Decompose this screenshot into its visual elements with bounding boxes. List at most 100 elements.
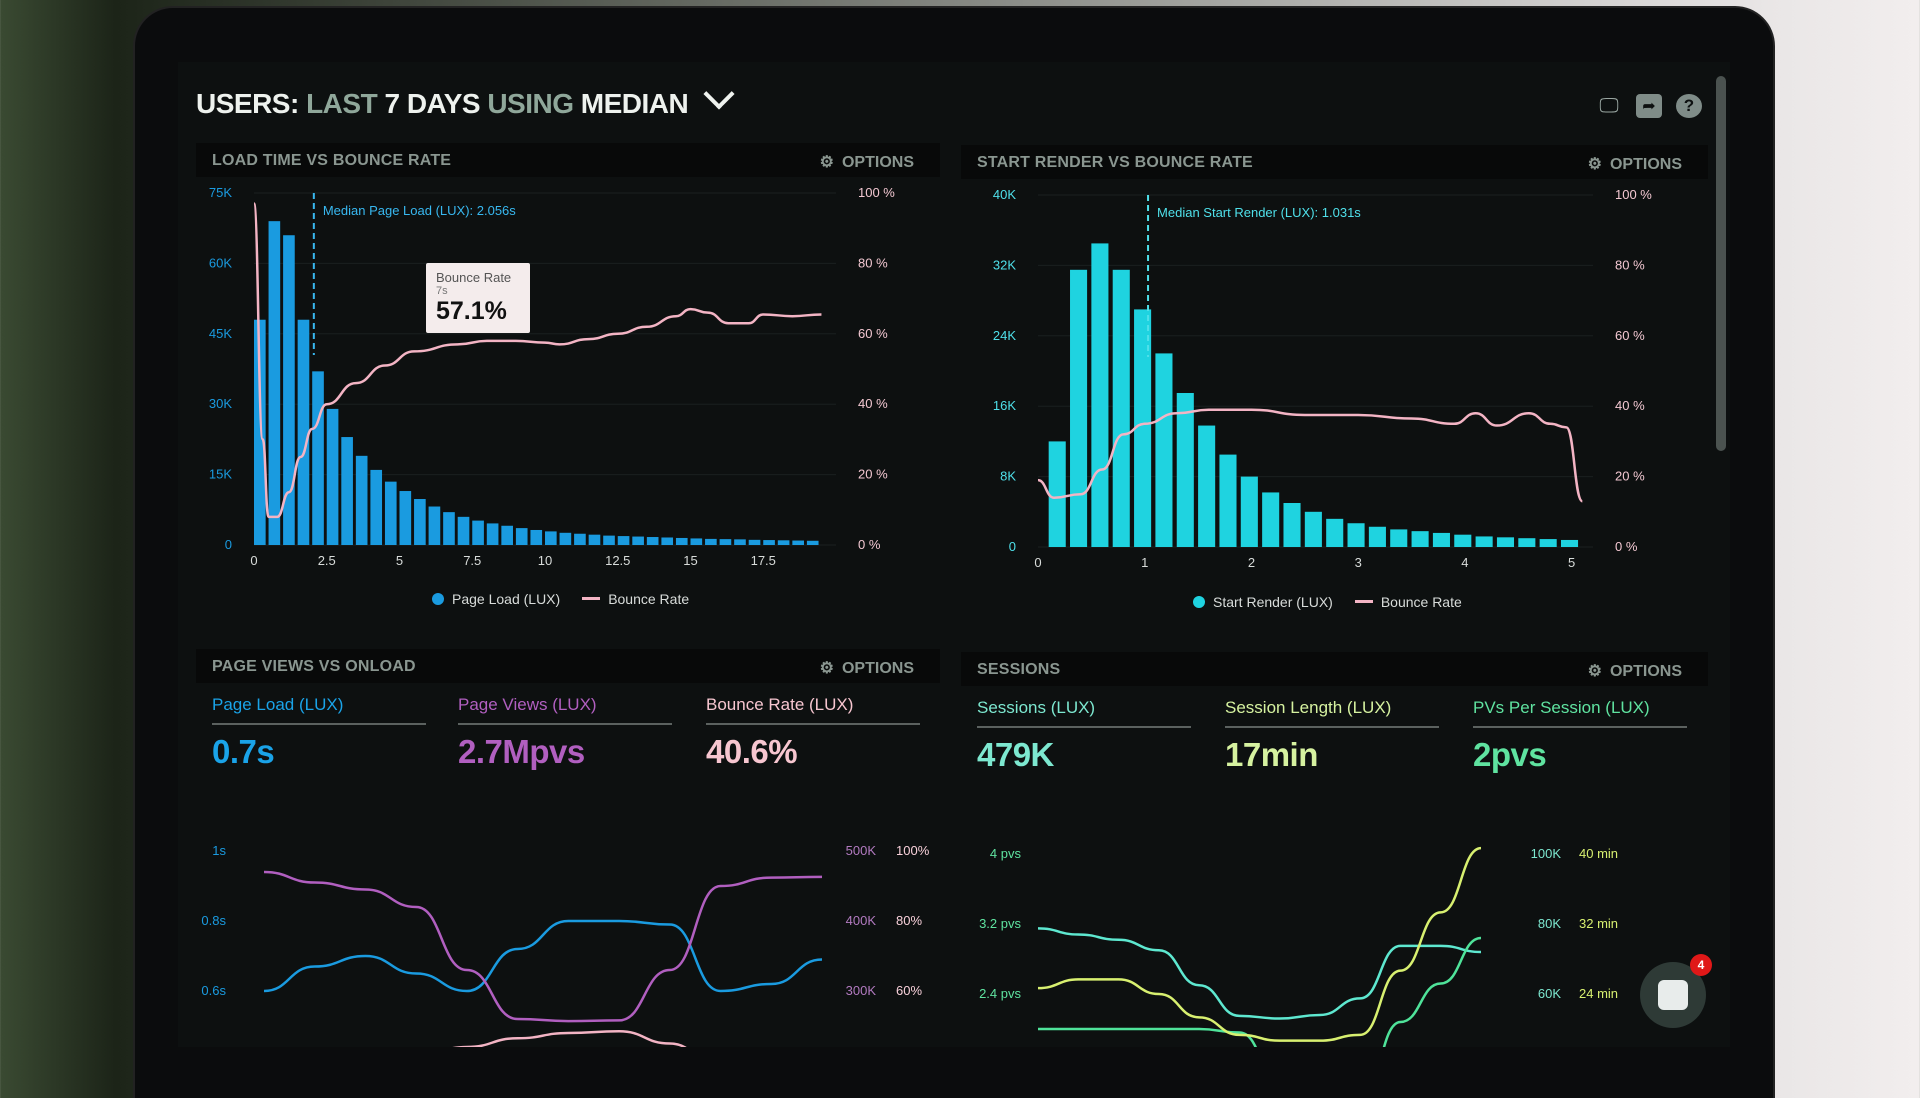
histogram-bar — [1454, 534, 1472, 547]
chart-load-time: 0 15K 30K 45K 60K 75K 0 % 20 % 40 % 60 % 80 % 100 %… — [209, 185, 895, 568]
y-tick-label: 60K — [209, 255, 232, 270]
share-icon[interactable]: ➦ — [1636, 94, 1662, 118]
metric-value: 40.6% — [706, 733, 798, 770]
histogram-bar — [472, 520, 484, 545]
histogram-bar — [384, 481, 397, 545]
histogram-bar — [1048, 441, 1066, 547]
histogram-bar — [283, 235, 295, 546]
legend-item-start-render[interactable]: Start Render (LUX) — [1193, 594, 1333, 610]
histogram-bar — [399, 491, 412, 545]
y2-tick-label: 0 % — [1615, 539, 1638, 554]
y2-tick-label: 100 % — [858, 185, 895, 200]
dot-icon — [1193, 596, 1205, 608]
histogram-bar — [1198, 425, 1216, 547]
y2-tick-label: 40 % — [858, 396, 888, 411]
y-tick-label: 40K — [993, 187, 1016, 202]
metric-value: 0.7s — [212, 733, 275, 770]
histogram-bar — [457, 516, 470, 545]
histogram-bar — [545, 531, 557, 545]
y2-tick-label: 80K — [1538, 916, 1561, 931]
series-group — [263, 870, 823, 1047]
x-tick-label: 1 — [1141, 555, 1148, 570]
metric-session-length[interactable]: Session Length (LUX) 17min — [1225, 698, 1439, 774]
legend-label: Start Render (LUX) — [1213, 594, 1333, 610]
y2-tick-label: 100 % — [1615, 187, 1652, 202]
x-tick-label: 2 — [1248, 555, 1255, 570]
legend-item-page-load[interactable]: Page Load (LUX) — [432, 591, 560, 607]
histogram-bar — [486, 523, 499, 545]
y-tick-label: 0 — [225, 537, 232, 552]
histogram-bar — [341, 437, 353, 545]
y2-tick-label: 60K — [1538, 986, 1561, 1001]
y2-tick-label: 80 % — [858, 255, 888, 270]
monitor-icon[interactable]: 🖵 — [1599, 94, 1619, 117]
metric-bounce-rate[interactable]: Bounce Rate (LUX) 40.6% — [706, 695, 920, 771]
histogram-bar — [705, 538, 717, 545]
chat-button[interactable]: 4 — [1640, 954, 1712, 1028]
metric-label: Page Views (LUX) — [458, 695, 672, 725]
options-button[interactable]: ⚙ OPTIONS — [1588, 661, 1682, 681]
y3-tick-label: 80% — [896, 913, 922, 928]
title-using: USING — [487, 88, 574, 119]
histogram-bar — [763, 540, 775, 545]
legend: Page Load (LUX) Bounce Rate — [432, 591, 689, 607]
metric-page-load[interactable]: Page Load (LUX) 0.7s — [212, 695, 426, 771]
notification-badge: 4 — [1690, 954, 1712, 976]
legend-item-bounce-rate[interactable]: Bounce Rate — [1354, 594, 1462, 610]
series-line-sessions-lux- — [1038, 936, 1482, 1047]
scrollbar[interactable] — [1716, 76, 1726, 451]
histogram-bar — [646, 537, 659, 545]
histogram-bar — [414, 499, 426, 545]
histogram-bar — [355, 455, 368, 545]
y2-tick-label: 60 % — [1615, 328, 1645, 343]
legend-label: Page Load (LUX) — [452, 591, 561, 607]
y-tick-label: 24K — [993, 328, 1016, 343]
histogram-bar — [603, 535, 615, 545]
options-button[interactable]: ⚙ OPTIONS — [820, 152, 914, 172]
metric-value: 479K — [977, 736, 1054, 773]
tooltip-x: 7s — [436, 285, 448, 297]
histogram-bar — [661, 537, 674, 545]
options-button[interactable]: ⚙ OPTIONS — [820, 658, 914, 678]
metric-page-views[interactable]: Page Views (LUX) 2.7Mpvs — [458, 695, 672, 771]
title-aggregate: MEDIAN — [580, 88, 689, 119]
page-title[interactable]: USERS: LAST 7 DAYS USING MEDIAN — [196, 78, 735, 120]
line-icon — [582, 597, 601, 600]
legend-item-bounce-rate[interactable]: Bounce Rate — [582, 591, 689, 607]
y2-tick-label: 40 % — [1615, 398, 1645, 413]
metric-sessions[interactable]: Sessions (LUX) 479K — [977, 698, 1191, 774]
histogram-bar — [312, 371, 324, 545]
histogram-bar — [675, 537, 688, 545]
panel-title: SESSIONS — [977, 661, 1061, 678]
y-tick-label: 0.8s — [201, 913, 226, 928]
y-tick-label: 32K — [993, 257, 1016, 272]
metric-label: Session Length (LUX) — [1225, 698, 1439, 728]
options-button[interactable]: ⚙ OPTIONS — [1588, 154, 1682, 174]
y2-tick-label: 400K — [846, 913, 877, 928]
x-tick-label: 0 — [250, 553, 257, 568]
histogram-bar — [443, 512, 455, 545]
histogram-bar — [1112, 269, 1130, 547]
help-icon[interactable]: ? — [1676, 94, 1702, 118]
histogram-bar — [588, 534, 601, 545]
options-label: OPTIONS — [1609, 663, 1682, 680]
histogram-bar — [1155, 353, 1173, 547]
histogram-bar — [559, 532, 572, 545]
y-tick-label: 30K — [209, 396, 232, 411]
histogram-bar — [1091, 243, 1109, 547]
histogram-bar — [574, 533, 586, 545]
series-line-page-views-lux- — [263, 870, 823, 1023]
y-tick-label: 3.2 pvs — [979, 916, 1021, 931]
chevron-down-icon[interactable] — [702, 78, 735, 110]
metric-pvs-per-session[interactable]: PVs Per Session (LUX) 2pvs — [1473, 698, 1687, 774]
x-tick-label: 12.5 — [605, 553, 630, 568]
metric-value: 17min — [1225, 736, 1318, 773]
median-label: Median Page Load (LUX): 2.056s — [323, 203, 516, 218]
histogram-bar — [777, 540, 790, 545]
y-tick-label: 1s — [212, 843, 226, 858]
tooltip-value: 57.1% — [436, 297, 507, 325]
histogram-bar — [1432, 532, 1450, 547]
y3-tick-label: 100% — [896, 843, 930, 858]
histogram-bar — [806, 540, 819, 545]
panel-header: START RENDER VS BOUNCE RATE ⚙ OPTIONS — [961, 145, 1708, 179]
